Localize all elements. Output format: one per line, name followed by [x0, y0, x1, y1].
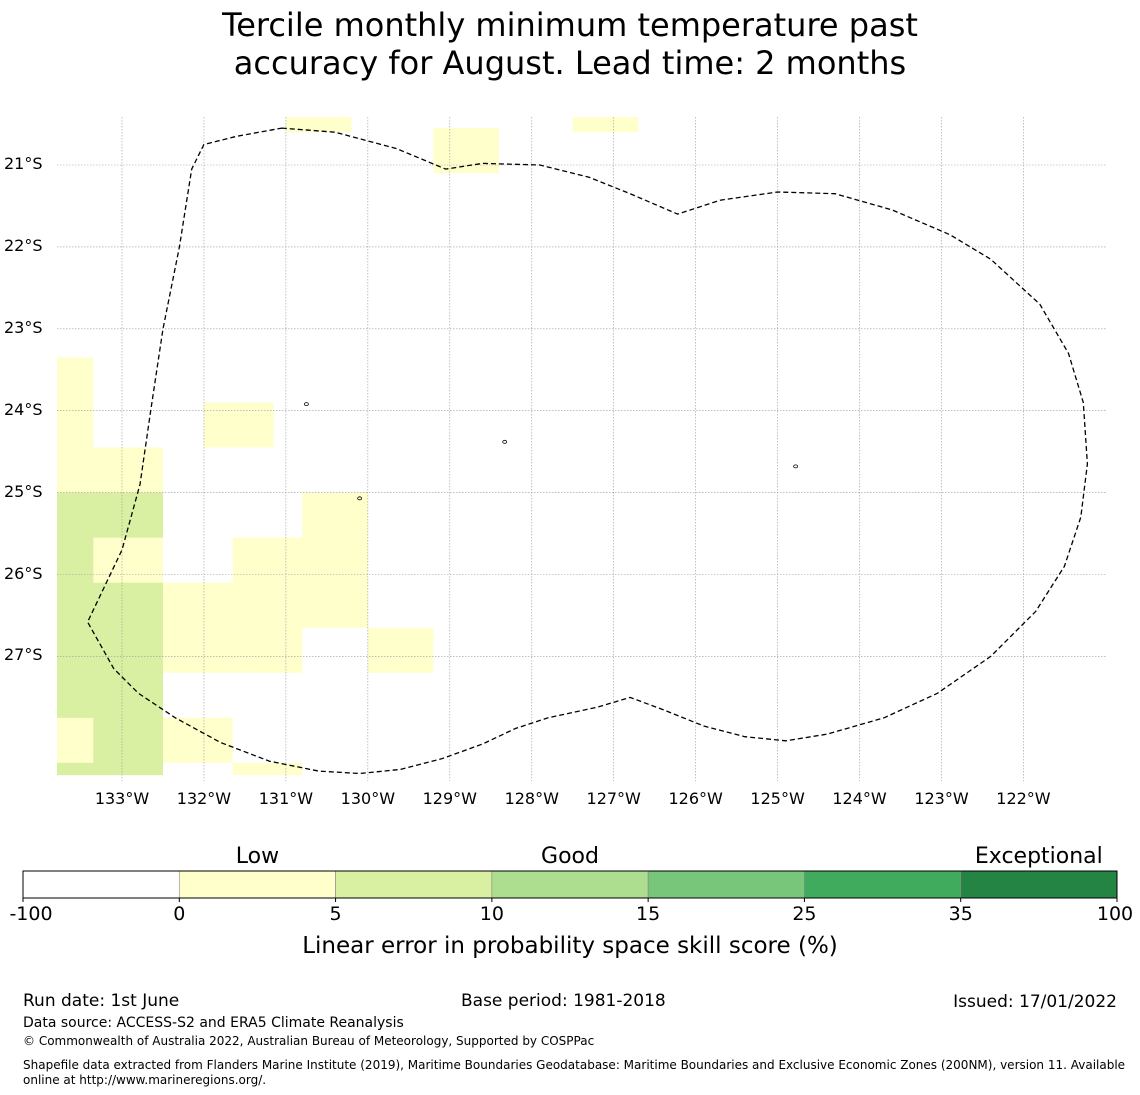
skill-cell	[57, 447, 163, 493]
longitude-label: 125°W	[750, 789, 805, 808]
latitude-label: 27°S	[4, 645, 43, 665]
latitude-label: 25°S	[4, 481, 43, 501]
skill-cell	[57, 717, 94, 763]
run-date: Run date: 1st June	[23, 991, 180, 1011]
latitude-label: 23°S	[4, 317, 43, 337]
title-line-1: Tercile monthly minimum temperature past	[222, 6, 918, 44]
colorbar-tick-label: 10	[479, 903, 504, 925]
colorbar-tick-label: 35	[948, 903, 973, 925]
longitude-label: 130°W	[340, 789, 396, 808]
islands	[303, 402, 799, 501]
skill-cell	[433, 128, 499, 174]
colorbar-tick-label: 0	[173, 903, 186, 925]
colorbar-category-label: Low	[235, 844, 280, 869]
longitude-label: 128°W	[504, 789, 559, 808]
shapefile-credit-line-2: online at http://www.marineregions.org/.	[23, 1073, 267, 1087]
copyright: © Commonwealth of Australia 2022, Austra…	[23, 1034, 595, 1048]
skill-cell	[232, 762, 303, 776]
skill-cell	[232, 627, 303, 673]
skill-cells	[57, 117, 639, 776]
skill-cell	[367, 627, 434, 673]
longitude-label: 131°W	[258, 789, 314, 808]
colorbar-tick-label: 25	[792, 903, 817, 925]
colorbar-segment	[804, 870, 962, 899]
colorbar-segment	[960, 870, 1118, 899]
skill-cell	[302, 492, 368, 538]
colorbar-tick-label: 15	[636, 903, 661, 925]
colorbar-segment	[647, 870, 805, 899]
longitude-label: 126°W	[668, 789, 723, 808]
colorbar-segment	[22, 870, 180, 899]
skill-cell	[162, 717, 233, 763]
issued-date: Issued: 17/01/2022	[953, 992, 1117, 1012]
latitude-label: 22°S	[4, 235, 43, 255]
title-line-2: accuracy for August. Lead time: 2 months	[233, 44, 907, 82]
base-period: Base period: 1981-2018	[461, 991, 666, 1011]
island	[303, 402, 309, 407]
colorbar-outline	[22, 870, 1118, 899]
colorbar-tick-label: -100	[9, 903, 53, 925]
chart-title: Tercile monthly minimum temperature past…	[0, 6, 1140, 82]
shapefile-credit-line-1: Shapefile data extracted from Flanders M…	[23, 1058, 1126, 1072]
longitude-label: 122°W	[996, 789, 1051, 808]
skill-cell	[232, 537, 368, 628]
eez-boundary	[86, 127, 1089, 775]
island	[357, 496, 363, 501]
longitude-label: 132°W	[176, 789, 232, 808]
colorbar-tick-label: 100	[1096, 903, 1134, 925]
longitude-label: 133°W	[94, 789, 150, 808]
skill-cell	[203, 402, 274, 448]
colorbar-segment	[491, 870, 649, 899]
island	[502, 439, 508, 444]
colorbar-segment	[178, 870, 336, 899]
latitude-label: 24°S	[4, 399, 43, 419]
colorbar-tick-label: 5	[329, 903, 342, 925]
skill-cell	[57, 357, 94, 448]
skill-cell	[93, 537, 163, 583]
data-source: Data source: ACCESS-S2 and ERA5 Climate …	[23, 1015, 404, 1031]
longitude-label: 124°W	[832, 789, 887, 808]
longitude-label: 129°W	[422, 789, 477, 808]
graticule	[57, 117, 1106, 781]
longitude-label: 127°W	[586, 789, 641, 808]
longitude-label: 123°W	[914, 789, 969, 808]
colorbar-category-label: Exceptional	[974, 844, 1103, 869]
latitude-label: 21°S	[4, 154, 43, 173]
colorbar	[22, 870, 1118, 902]
colorbar-category-label: Good	[541, 844, 599, 869]
skill-cell	[162, 582, 233, 673]
colorbar-segment	[335, 870, 493, 899]
latitude-label: 26°S	[4, 563, 43, 583]
skill-cell	[572, 117, 639, 133]
skill-cell	[285, 117, 352, 133]
colorbar-title: Linear error in probability space skill …	[302, 933, 838, 959]
island	[793, 464, 799, 469]
